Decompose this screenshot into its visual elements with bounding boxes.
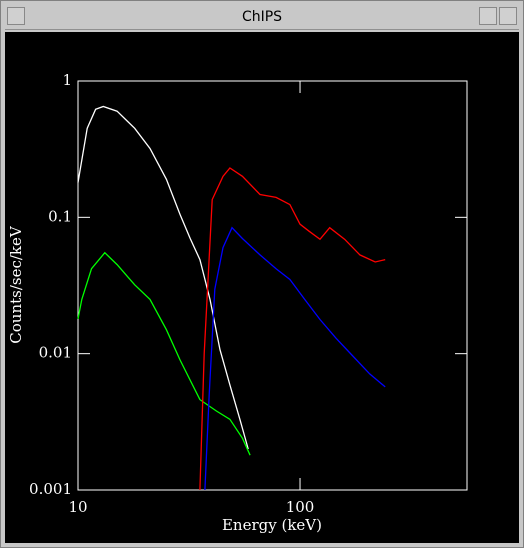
window-title: ChIPS [241, 9, 283, 25]
chart: Energy (keV) Counts/sec/keV 0.001 0.01 0.1… [5, 32, 519, 543]
minimize-button[interactable] [479, 7, 497, 25]
data-line [77, 105, 249, 450]
y-tick-label: 0.01 [39, 344, 72, 362]
y-tick-label: 1 [62, 71, 72, 89]
data-line [77, 251, 251, 456]
axes-box [77, 80, 468, 491]
data-line [199, 167, 386, 491]
y-tick-label: 0.1 [48, 207, 72, 225]
data-line [204, 226, 386, 491]
plot-background [5, 32, 519, 543]
x-axis-label: Energy (keV) [222, 516, 322, 534]
y-axis-label: Counts/sec/keV [7, 225, 25, 344]
x-tick-label: 10 [68, 498, 87, 516]
maximize-button[interactable] [499, 7, 517, 25]
x-tick-label: 100 [286, 498, 315, 516]
title-bar: ChIPS [5, 5, 519, 30]
y-tick-label: 0.001 [29, 480, 72, 498]
window-menu-button[interactable] [7, 7, 25, 25]
